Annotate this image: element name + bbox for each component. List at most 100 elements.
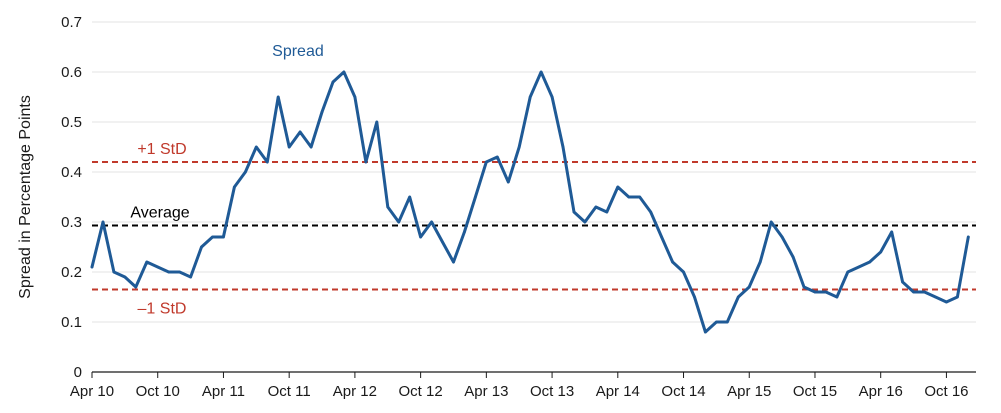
data-point — [923, 290, 926, 294]
data-point — [441, 240, 444, 244]
data-point — [572, 210, 576, 214]
data-point — [408, 195, 411, 199]
data-point — [901, 280, 904, 284]
data-point — [200, 245, 203, 249]
y-tick-label: 0.5 — [61, 114, 82, 131]
data-point — [474, 195, 477, 199]
data-point — [167, 270, 170, 274]
reference-lines: +1 StD Average –1 StD — [92, 141, 976, 318]
data-point — [276, 95, 280, 99]
x-tick-label: Apr 16 — [859, 383, 903, 400]
data-point — [868, 260, 872, 264]
data-point — [660, 235, 663, 239]
data-point — [550, 95, 554, 99]
data-point — [309, 145, 313, 149]
series-label: Spread — [272, 43, 324, 60]
x-tick-label: Oct 13 — [530, 383, 574, 400]
data-point — [101, 220, 105, 224]
data-point — [123, 275, 127, 279]
data-point — [287, 145, 291, 149]
y-axis-label: Spread in Percentage Points — [17, 95, 34, 299]
data-point — [715, 320, 718, 324]
series-group: Spread — [90, 43, 970, 334]
data-point — [561, 145, 565, 149]
reference-line-label: –1 StD — [138, 301, 187, 318]
y-tick-label: 0 — [74, 364, 82, 381]
data-point — [134, 285, 138, 289]
data-point — [879, 250, 882, 254]
data-point — [769, 220, 773, 224]
x-axis: Apr 10 Oct 10 Apr 11 Oct 11 Apr 12 Oct 12 Apr … — [70, 371, 976, 400]
data-point — [419, 235, 422, 239]
data-point — [90, 265, 94, 269]
y-tick-label: 0.2 — [61, 264, 82, 281]
data-point — [452, 260, 455, 264]
data-point — [934, 295, 937, 299]
reference-line-label: Average — [130, 205, 189, 222]
data-point — [802, 285, 806, 289]
data-point — [736, 295, 740, 299]
data-point — [375, 120, 379, 124]
x-tick-label: Apr 12 — [333, 383, 377, 400]
data-point — [364, 160, 368, 164]
x-tick-label: Apr 10 — [70, 383, 114, 400]
data-point — [386, 205, 390, 209]
data-point — [649, 210, 652, 214]
data-point — [496, 155, 499, 159]
x-tick-label: Oct 12 — [399, 383, 443, 400]
data-point — [430, 220, 433, 224]
data-point — [682, 270, 685, 274]
data-point — [156, 265, 160, 269]
data-point — [605, 210, 609, 214]
data-point — [528, 95, 532, 99]
x-tick-label: Oct 15 — [793, 383, 837, 400]
data-point — [813, 290, 817, 294]
data-point — [189, 275, 192, 279]
data-point — [517, 145, 521, 149]
data-point — [178, 270, 181, 274]
x-tick-label: Apr 13 — [464, 383, 508, 400]
data-point — [726, 320, 729, 324]
x-tick-label: Oct 14 — [661, 383, 705, 400]
x-tick-label: Oct 10 — [136, 383, 180, 400]
data-point — [353, 95, 357, 99]
data-point — [539, 70, 543, 74]
data-point — [463, 230, 466, 234]
y-tick-label: 0.6 — [61, 64, 82, 81]
x-tick-label: Apr 15 — [727, 383, 771, 400]
reference-line-label: +1 StD — [137, 141, 186, 158]
data-point — [835, 295, 839, 299]
data-point — [397, 220, 401, 224]
data-point — [912, 290, 915, 294]
data-point — [265, 160, 269, 164]
data-point — [506, 180, 510, 184]
data-point — [145, 260, 149, 264]
data-point — [583, 220, 587, 224]
y-tick-label: 0.3 — [61, 214, 82, 231]
data-point — [627, 195, 631, 199]
data-point — [244, 170, 247, 174]
data-point — [320, 110, 324, 114]
data-point — [945, 300, 948, 304]
y-tick-labels: 0 0.1 0.2 0.3 0.4 0.5 0.6 0.7 — [61, 14, 82, 381]
data-point — [704, 330, 707, 334]
x-tick-label: Apr 11 — [202, 383, 245, 400]
data-point — [758, 260, 762, 264]
y-tick-label: 0.4 — [61, 164, 82, 181]
data-point — [638, 195, 642, 199]
series-line — [90, 70, 970, 334]
data-point — [671, 260, 674, 264]
data-point — [211, 235, 214, 239]
y-tick-label: 0.7 — [61, 14, 82, 31]
data-point — [342, 70, 346, 74]
grid-lines — [92, 21, 976, 323]
x-tick-label: Apr 14 — [596, 383, 640, 400]
data-point — [890, 230, 893, 234]
x-tick-label: Oct 16 — [924, 383, 968, 400]
data-point — [331, 80, 335, 84]
data-point — [824, 290, 828, 294]
data-point — [846, 270, 850, 274]
data-point — [956, 295, 959, 299]
y-tick-label: 0.1 — [61, 314, 82, 331]
